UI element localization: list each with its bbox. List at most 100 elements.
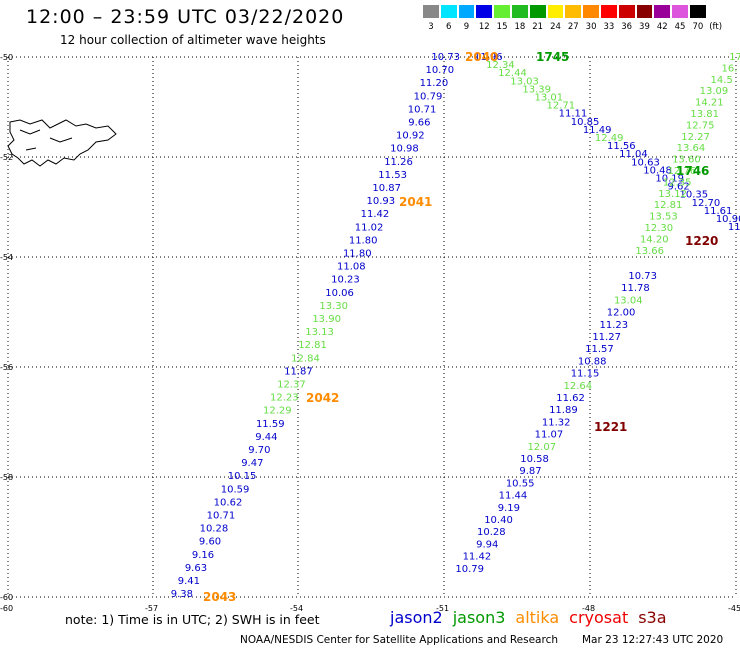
- swh-value: 17: [729, 52, 740, 63]
- lat-tick-label: -56: [0, 363, 13, 372]
- legend-label: 36: [621, 22, 633, 32]
- track-labels: 10.73 10.70 11.20 10.79 10.71 9.66 10.92 10.98 1…: [171, 50, 740, 604]
- satellite-jason3: jason3: [452, 608, 506, 627]
- swh-value: 12.07: [527, 442, 556, 453]
- legend-label: 45: [674, 22, 686, 32]
- time-label: 1745: [536, 50, 569, 64]
- swh-value: 10.63: [631, 157, 660, 168]
- swh-value: 11.32: [542, 417, 571, 428]
- legend-label: 30: [585, 22, 597, 32]
- legend-label: 18: [514, 22, 526, 32]
- swh-value: 11.02: [355, 222, 384, 233]
- swh-value: 14.20: [640, 234, 669, 245]
- swh-value: 12.81: [298, 340, 327, 351]
- credit-line: NOAA/NESDIS Center for Satellite Applica…: [240, 634, 558, 646]
- swh-value: 11.59: [256, 419, 285, 430]
- swh-value: 10.71: [408, 104, 437, 115]
- swh-value: 11.49: [583, 125, 612, 136]
- legend-swatch: [599, 4, 618, 19]
- lat-tick-label: -50: [0, 53, 13, 62]
- swh-value: 10.73: [431, 52, 460, 63]
- swh-value: 12.44: [498, 68, 527, 79]
- swh-value: 10.71: [207, 511, 236, 522]
- swh-value: 10.87: [372, 183, 401, 194]
- swh-value: 13.39: [522, 84, 551, 95]
- swh-value: 10.98: [390, 144, 419, 155]
- legend-step: 36: [617, 4, 636, 36]
- page-title: 12:00 – 23:59 UTC 03/22/2020: [26, 6, 345, 28]
- legend-step: 15: [493, 4, 511, 36]
- swh-value: 11.04: [619, 149, 648, 160]
- swh-value: 9.16: [192, 550, 214, 561]
- swh-value: 12.35: [663, 177, 692, 188]
- swh-value: 14.5: [711, 75, 733, 86]
- swh-value: 10.62: [214, 497, 243, 508]
- legend-label: 27: [567, 22, 579, 32]
- swh-value: 13.81: [690, 109, 719, 120]
- swh-value: 11.20: [420, 78, 449, 89]
- swh-value: 10.58: [520, 454, 549, 465]
- swh-value: 10.28: [477, 527, 506, 538]
- legend-label: 42: [656, 22, 668, 32]
- swh-value: 12.23: [270, 393, 299, 404]
- footnote: note: 1) Time is in UTC; 2) SWH is in fe…: [65, 612, 320, 627]
- swh-value: 12.70: [692, 198, 721, 209]
- swh-value: 13.13: [305, 327, 334, 338]
- swh-value: 13.53: [649, 212, 678, 223]
- legend-label: 70: [692, 22, 704, 32]
- swh-value: 11.27: [592, 332, 621, 343]
- swh-value: 11.42: [361, 209, 390, 220]
- legend-swatch: [475, 4, 494, 19]
- legend-step: 6: [439, 4, 458, 36]
- time-label: 2041: [399, 195, 432, 209]
- swh-value: 11.62: [556, 393, 585, 404]
- swh-value: 14.21: [695, 98, 724, 109]
- swh-value: 10.06: [325, 288, 354, 299]
- swh-value: 13.04: [614, 295, 643, 306]
- swh-value: 12.27: [681, 132, 710, 143]
- falkland-islands: [7, 119, 117, 167]
- legend-label: 6: [445, 22, 452, 32]
- swh-value: 10.88: [578, 356, 607, 367]
- swh-value: 12.49: [595, 133, 624, 144]
- swh-value: 10.70: [425, 65, 454, 76]
- swh-value: 10.23: [331, 275, 360, 286]
- satellite-legend: jason2 jason3 altika cryosat s3a: [390, 608, 677, 627]
- swh-value: 11.08: [337, 262, 366, 273]
- legend-step: 21: [528, 4, 547, 36]
- lon-tick-label: -45: [728, 604, 740, 613]
- swh-value: 12.34: [486, 60, 515, 71]
- legend-step: 30: [582, 4, 600, 36]
- legend-swatch: [617, 4, 636, 19]
- swh-value: 10.35: [680, 190, 709, 201]
- swh-value: 10.55: [506, 478, 535, 489]
- swh-value: 12.81: [654, 200, 683, 211]
- time-label: 1221: [594, 420, 627, 434]
- legend-label: 21: [532, 22, 544, 32]
- legend-step: 27: [564, 4, 583, 36]
- legend-step: 18: [510, 4, 529, 36]
- color-legend: 3 6 9 12 15 18 21 24 27 30 33 36 39 42 45 70 (ft): [422, 4, 725, 36]
- swh-value: 11.23: [600, 320, 629, 331]
- legend-label: 24: [550, 22, 561, 32]
- swh-value: 10.59: [221, 484, 250, 495]
- swh-value: 9.70: [248, 445, 270, 456]
- legend-unit: (ft): [709, 22, 723, 32]
- swh-value: 10.19: [655, 174, 684, 185]
- time-label: 2042: [306, 391, 339, 405]
- legend-swatch: [422, 4, 440, 19]
- lon-tick-label: -51: [436, 604, 449, 613]
- legend-swatch: [688, 4, 707, 19]
- legend-step: 9: [457, 4, 476, 36]
- swh-value: 10.92: [396, 131, 425, 142]
- swh-value: 11.42: [463, 552, 492, 563]
- swh-value: 11.44: [499, 491, 528, 502]
- swh-value: 9.19: [498, 503, 520, 514]
- legend-swatch: [653, 4, 672, 19]
- swh-value: 11.26: [384, 157, 413, 168]
- swh-value: 13.03: [510, 76, 539, 87]
- legend-swatch: [671, 4, 689, 19]
- swh-value: 10.79: [414, 91, 443, 102]
- legend-step: 45: [671, 4, 689, 36]
